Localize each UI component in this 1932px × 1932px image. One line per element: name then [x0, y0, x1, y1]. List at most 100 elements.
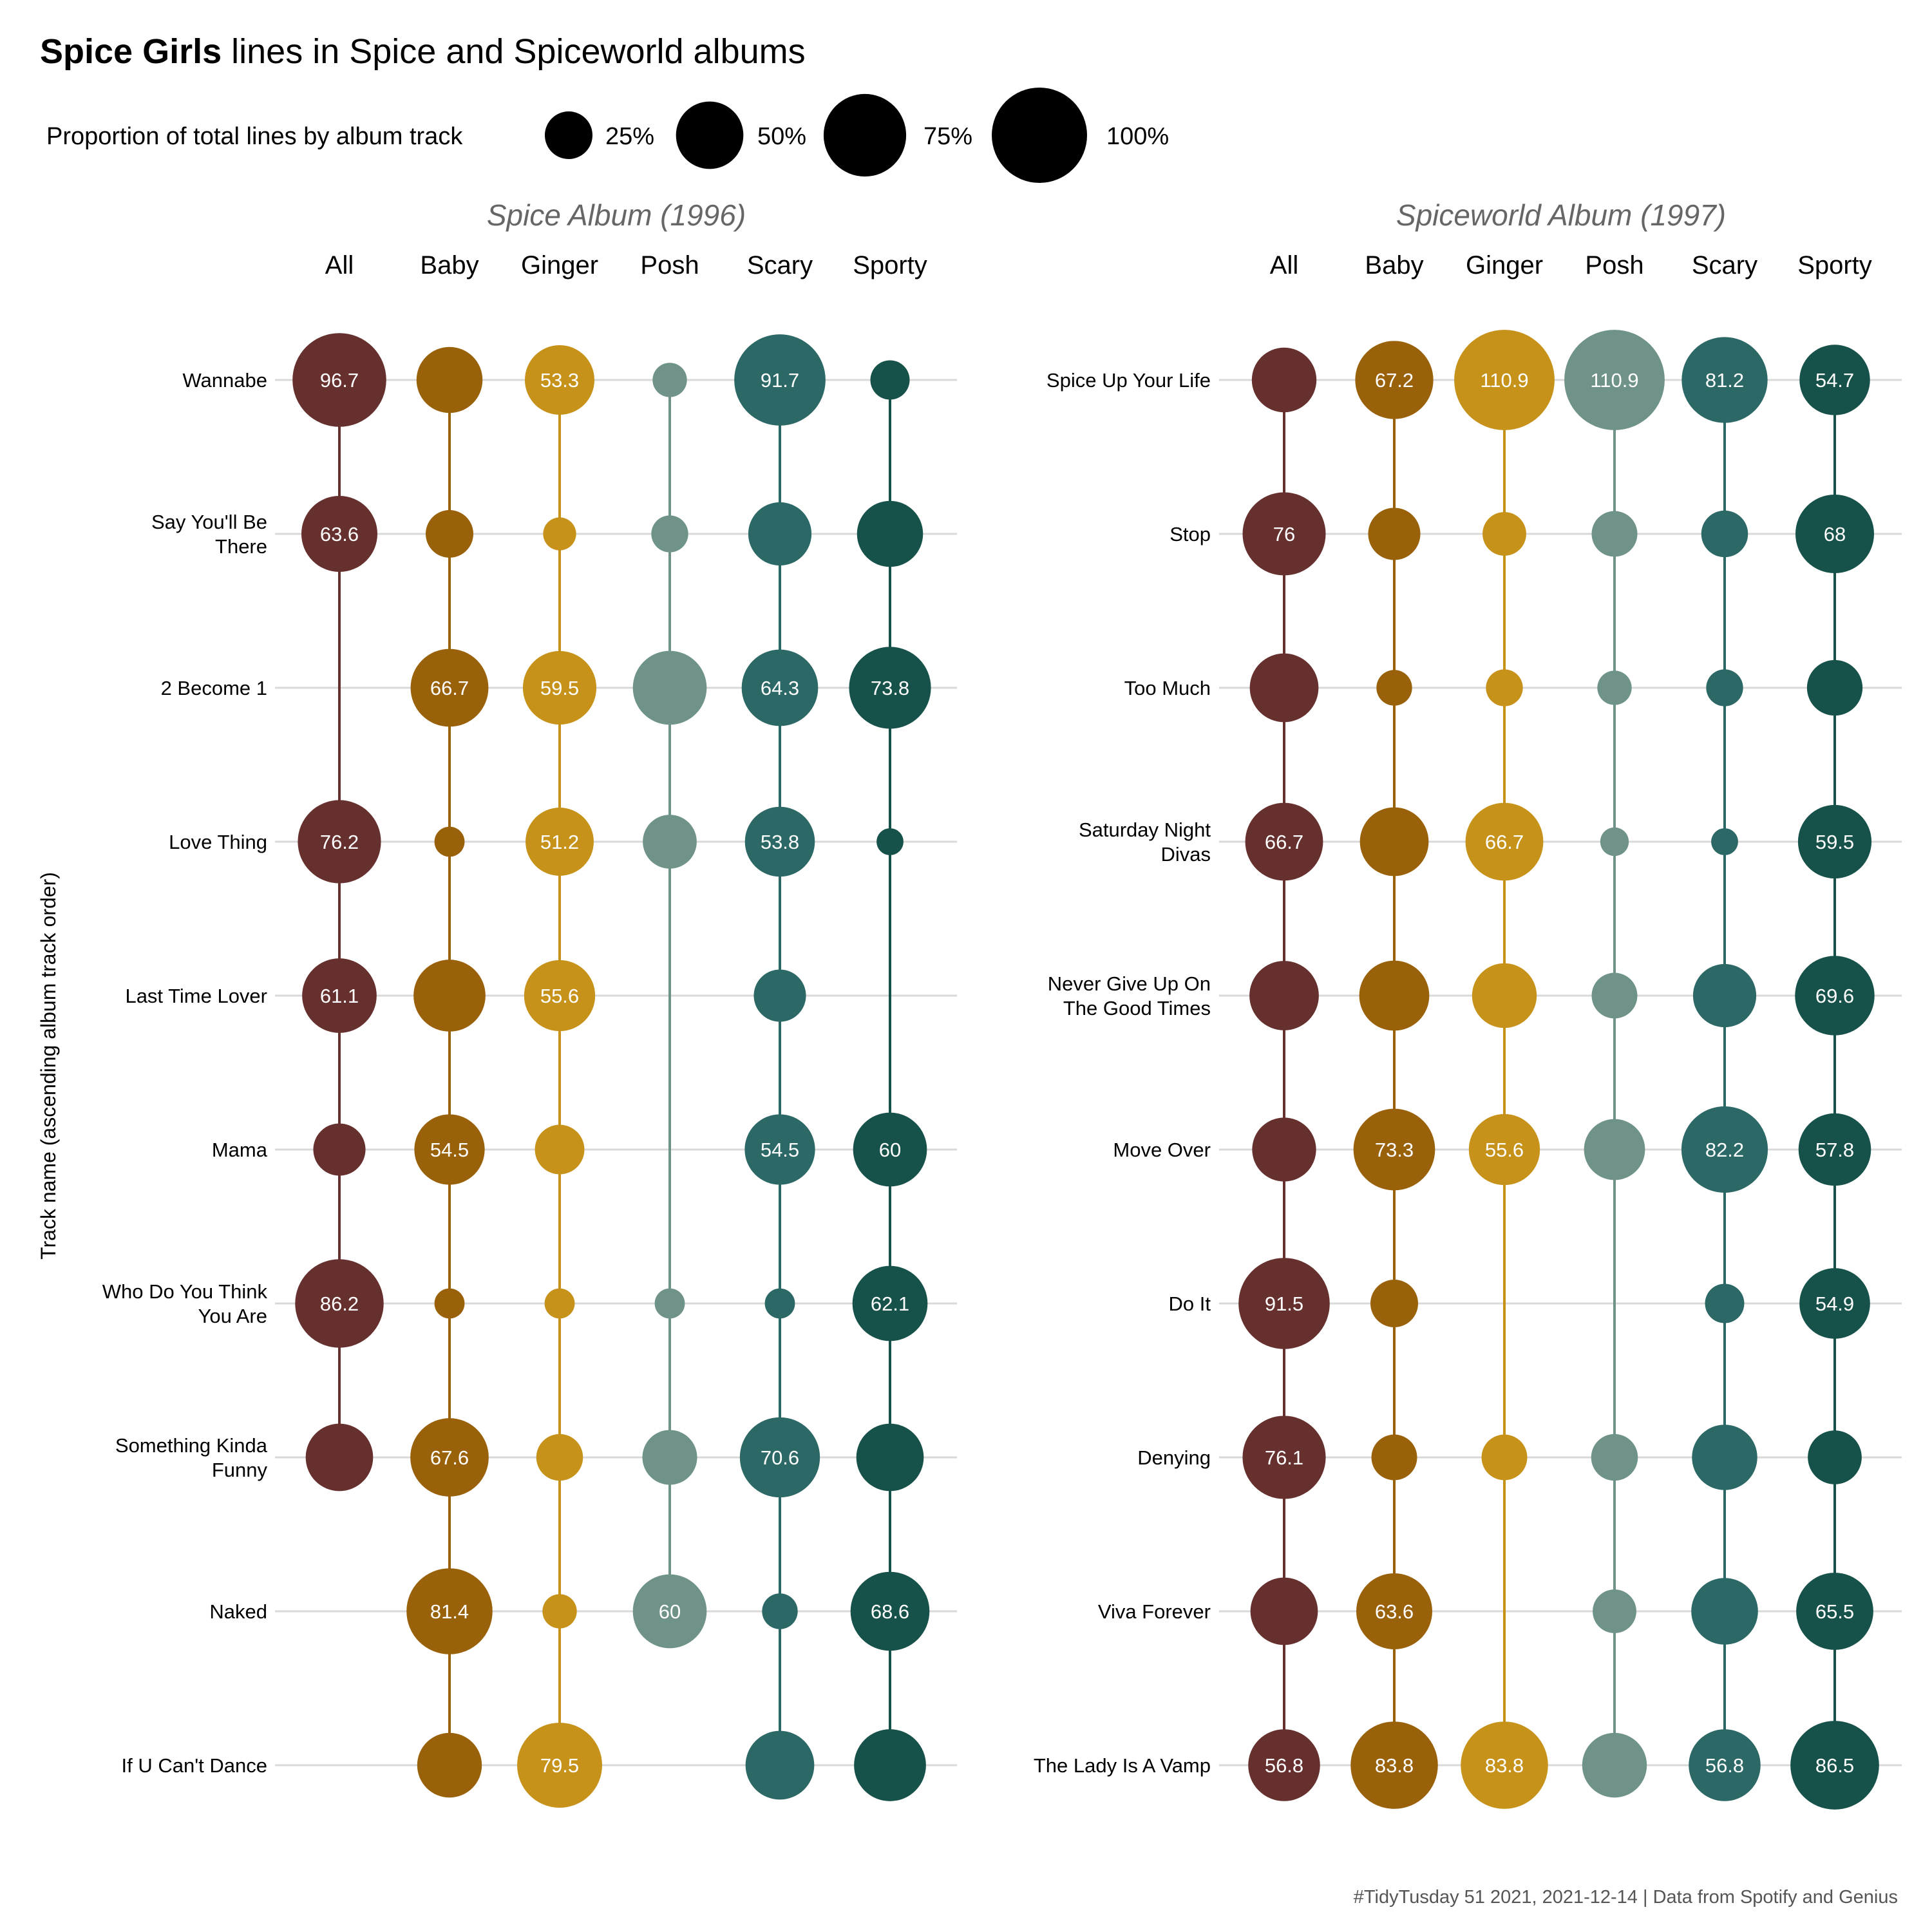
- point-all: [305, 1423, 374, 1492]
- column-label-posh: Posh: [1585, 251, 1643, 279]
- column-label-ginger: Ginger: [1466, 251, 1543, 279]
- point-scary: [745, 1730, 815, 1800]
- point-scary: [764, 1288, 795, 1319]
- point-baby: [1356, 1573, 1433, 1650]
- point-ginger: [544, 1288, 575, 1319]
- track-label: Who Do You Think You Are: [102, 1280, 268, 1327]
- track-label: Something Kinda Funny: [115, 1434, 268, 1481]
- point-ginger: [536, 1434, 583, 1481]
- panel-title: Spice Album (1996): [487, 198, 746, 232]
- point-posh: [652, 363, 687, 397]
- point-label: 76.1: [1265, 1446, 1303, 1469]
- point-posh: [1564, 330, 1665, 430]
- legend-key-75pct: [823, 93, 907, 177]
- point-posh: [1593, 1589, 1636, 1633]
- point-sporty: [876, 828, 904, 855]
- point-ginger: [1486, 669, 1523, 706]
- track-label: Saturday Night Divas: [1079, 819, 1211, 866]
- point-label: 55.6: [1485, 1139, 1524, 1161]
- legend-label: 100%: [1106, 123, 1169, 150]
- point-label: 91.7: [761, 369, 799, 392]
- point-sporty: [857, 500, 923, 567]
- track-label: Mama: [212, 1139, 268, 1161]
- point-label: 66.7: [1485, 831, 1524, 853]
- point-all: [1252, 1117, 1316, 1182]
- point-sporty: [850, 1571, 930, 1651]
- point-all: [313, 1123, 366, 1176]
- point-label: 63.6: [1375, 1600, 1414, 1623]
- point-label: 110.9: [1480, 369, 1528, 392]
- track-label: Wannabe: [182, 369, 267, 392]
- point-scary: [1711, 828, 1738, 855]
- point-all: [1249, 653, 1319, 723]
- legend-label: 50%: [757, 123, 806, 150]
- point-scary: [734, 334, 826, 426]
- caption: #TidyTusday 51 2021, 2021-12-14 | Data f…: [1354, 1887, 1898, 1908]
- point-posh: [642, 1430, 697, 1485]
- point-all: [1238, 1258, 1330, 1349]
- point-label: 83.8: [1375, 1754, 1414, 1777]
- point-all: [1242, 492, 1326, 576]
- point-sporty: [1806, 659, 1863, 716]
- point-label: 76.2: [320, 831, 359, 853]
- track-label: Too Much: [1124, 677, 1211, 699]
- legend: 25% 50% 75% 100%: [545, 88, 1169, 183]
- point-label: 65.5: [1815, 1600, 1854, 1623]
- point-baby: [1376, 670, 1412, 706]
- column-label-sporty: Sporty: [1797, 251, 1872, 279]
- point-all: [1249, 961, 1319, 1030]
- point-scary: [762, 1593, 798, 1629]
- point-baby: [1355, 341, 1434, 419]
- point-ginger: [542, 1594, 577, 1629]
- point-label: 56.8: [1705, 1754, 1744, 1777]
- point-all: [1251, 347, 1317, 413]
- point-sporty: [1798, 1113, 1871, 1186]
- point-label: 60: [659, 1600, 681, 1623]
- point-scary: [1701, 510, 1748, 558]
- point-label: 81.4: [430, 1600, 469, 1623]
- point-label: 60: [879, 1139, 901, 1161]
- point-posh: [651, 515, 688, 553]
- point-label: 81.2: [1705, 369, 1744, 392]
- point-label: 57.8: [1815, 1139, 1854, 1161]
- track-label: The Lady Is A Vamp: [1034, 1754, 1211, 1777]
- column-label-baby: Baby: [420, 251, 478, 279]
- point-ginger: [1481, 1434, 1528, 1481]
- point-all: [1248, 1729, 1320, 1801]
- point-sporty: [1795, 956, 1875, 1036]
- point-posh: [632, 650, 707, 725]
- point-ginger: [1482, 512, 1526, 556]
- point-label: 110.9: [1590, 369, 1638, 392]
- point-sporty: [1799, 345, 1870, 415]
- track-label: If U Can't Dance: [122, 1754, 267, 1777]
- point-label: 67.2: [1375, 369, 1414, 392]
- point-baby: [410, 1418, 489, 1497]
- point-baby: [1359, 960, 1430, 1031]
- point-posh: [654, 1288, 685, 1319]
- point-sporty: [1797, 804, 1872, 879]
- point-posh: [1582, 1732, 1647, 1798]
- point-baby: [426, 510, 473, 558]
- column-label-posh: Posh: [640, 251, 699, 279]
- point-sporty: [1795, 494, 1875, 574]
- point-posh: [643, 815, 697, 869]
- point-posh: [1591, 972, 1638, 1019]
- point-ginger: [526, 808, 594, 876]
- point-label: 66.7: [1265, 831, 1303, 853]
- track-label: Spice Up Your Life: [1046, 369, 1211, 392]
- point-ginger: [1461, 1721, 1548, 1809]
- point-all: [302, 958, 377, 1033]
- point-scary: [753, 969, 806, 1022]
- point-sporty: [853, 1112, 927, 1187]
- legend-label: 75%: [923, 123, 972, 150]
- point-label: 54.5: [430, 1139, 469, 1161]
- legend-label: 25%: [605, 123, 654, 150]
- point-scary: [741, 649, 819, 726]
- column-label-baby: Baby: [1365, 251, 1423, 279]
- point-label: 69.6: [1815, 985, 1854, 1007]
- point-ginger: [524, 960, 596, 1032]
- point-ginger: [524, 345, 595, 415]
- point-scary: [1691, 1578, 1758, 1645]
- point-label: 51.2: [540, 831, 579, 853]
